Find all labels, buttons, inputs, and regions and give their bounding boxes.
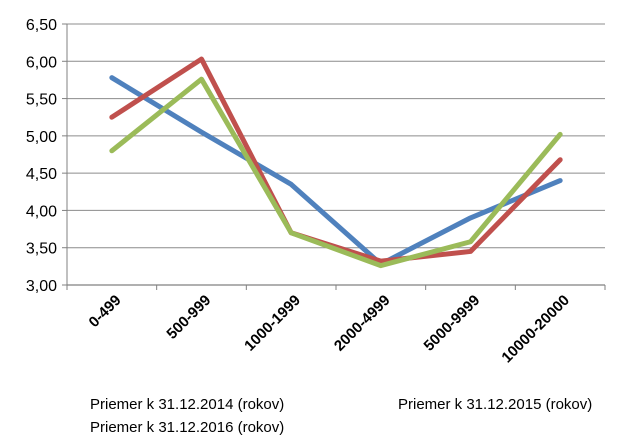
y-tick-label: 3,50 — [26, 241, 57, 258]
x-tick-label: 1000-1999 — [241, 292, 304, 355]
legend-item-series-1: Priemer k 31.12.2014 (rokov) — [90, 396, 284, 413]
y-tick-label: 4,00 — [26, 203, 57, 220]
legend-item-series-2: Priemer k 31.12.2015 (rokov) — [398, 396, 592, 413]
y-tick-label: 6,50 — [26, 17, 57, 34]
x-axis-ticks: 0-499 500-999 1000-1999 2000-4999 5000-9999 1… — [86, 292, 573, 367]
y-tick-label: 6,00 — [26, 54, 57, 71]
x-tick-label: 0-499 — [86, 292, 125, 331]
line-chart: 3,00 3,50 4,00 4,50 5,00 5,50 6,00 6,50 0-499 50… — [26, 17, 606, 367]
x-tick-label: 500-999 — [163, 292, 214, 343]
legend-label-series-3: Priemer k 31.12.2016 (rokov) — [90, 419, 285, 436]
x-tick-label: 5000-9999 — [421, 292, 484, 355]
legend-item-series-3: Priemer k 31.12.2016 (rokov) — [90, 419, 284, 436]
y-axis-ticks: 3,00 3,50 4,00 4,50 5,00 5,50 6,00 6,50 — [26, 17, 57, 295]
series-line-1 — [109, 75, 563, 267]
gridlines — [62, 23, 606, 290]
y-tick-label: 4,50 — [26, 166, 57, 183]
legend-label-series-1: Priemer k 31.12.2014 (rokov) — [90, 396, 285, 413]
series-lines — [109, 56, 563, 269]
y-tick-label: 3,00 — [26, 278, 57, 295]
series-line-2 — [109, 56, 563, 264]
y-tick-label: 5,00 — [26, 129, 57, 146]
y-tick-label: 5,50 — [26, 92, 57, 109]
x-tick-label: 10000-20000 — [498, 292, 573, 367]
x-tick-label: 2000-4999 — [331, 292, 394, 355]
legend-label-series-2: Priemer k 31.12.2015 (rokov) — [398, 396, 593, 413]
series-line-3 — [109, 76, 563, 269]
